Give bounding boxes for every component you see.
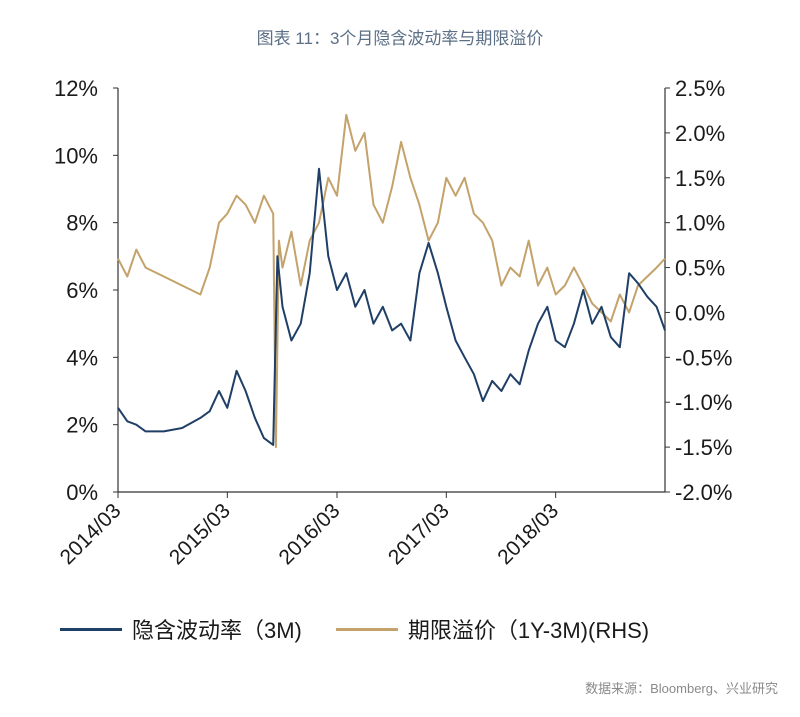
- series-line-implied-vol: [117, 167, 666, 446]
- x-tick-label: 2017/03: [384, 499, 454, 569]
- y-right-tick-label: 2.0%: [675, 121, 725, 146]
- x-tick-label: 2016/03: [275, 499, 345, 569]
- x-tick-label: 2018/03: [493, 499, 563, 569]
- y-right-tick-label: 1.5%: [675, 166, 725, 191]
- legend-label-term-premium: 期限溢价（1Y-3M)(RHS): [407, 618, 650, 643]
- y-left-tick-label: 0%: [66, 480, 98, 505]
- y-right-tick-label: 1.0%: [675, 211, 725, 236]
- y-left-tick-label: 4%: [66, 345, 98, 370]
- y-right-tick-label: 0.0%: [675, 300, 725, 325]
- x-tick-label: 2015/03: [165, 499, 235, 569]
- series-layer: [117, 113, 666, 449]
- y-left-tick-label: 6%: [66, 278, 98, 303]
- y-left-tick-label: 10%: [54, 143, 98, 168]
- y-right-tick-label: -2.0%: [675, 480, 732, 505]
- series-line-term-premium: [117, 113, 666, 449]
- legend-swatch-implied-vol: [60, 627, 122, 631]
- y-left-tick-label: 12%: [54, 76, 98, 101]
- y-right-tick-label: -1.0%: [675, 390, 732, 415]
- legend-item-implied-vol: 隐含波动率（3M): [60, 613, 302, 645]
- x-tick-label: 2014/03: [56, 499, 126, 569]
- y-left-tick-label: 2%: [66, 413, 98, 438]
- y-left-ticks: 0% 2% 4% 6% 8% 10% 12%: [54, 76, 118, 505]
- legend-label-implied-vol: 隐含波动率（3M): [132, 618, 302, 643]
- legend: 隐含波动率（3M) 期限溢价（1Y-3M)(RHS): [60, 612, 780, 646]
- y-left-tick-label: 8%: [66, 211, 98, 236]
- x-ticks: 2014/03 2015/03 2016/03 2017/03 2018/03: [56, 492, 563, 569]
- legend-swatch-term-premium: [335, 627, 398, 631]
- legend-item-term-premium: 期限溢价（1Y-3M)(RHS): [335, 613, 650, 645]
- chart-title: 图表 11：3个月隐含波动率与期限溢价: [256, 29, 544, 48]
- source-note: 数据来源：Bloomberg、兴业研究: [585, 681, 778, 696]
- y-right-ticks: -2.0% -1.5% -1.0% -0.5% 0.0% 0.5% 1.0% 1.5% 2.0%…: [665, 76, 732, 505]
- y-right-tick-label: -0.5%: [675, 345, 732, 370]
- y-right-tick-label: 2.5%: [675, 76, 725, 101]
- y-right-tick-label: 0.5%: [675, 256, 725, 281]
- y-right-tick-label: -1.5%: [675, 435, 732, 460]
